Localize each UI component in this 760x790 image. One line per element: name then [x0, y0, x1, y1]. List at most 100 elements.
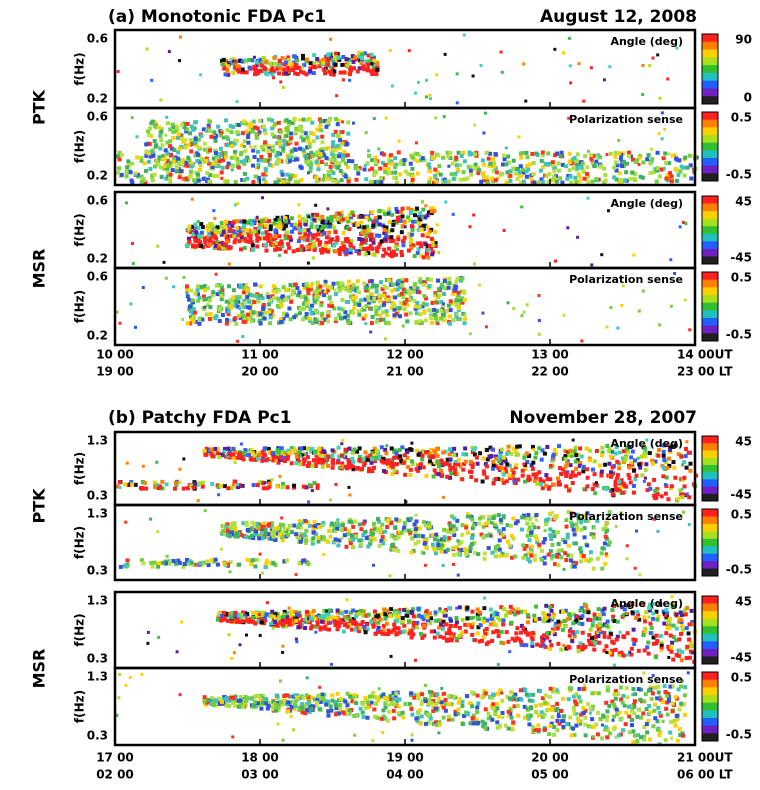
spectrogram-pixel — [576, 152, 580, 156]
spectrogram-pixel — [283, 143, 287, 147]
spectrogram-pixel — [522, 62, 525, 65]
spectrogram-pixel — [684, 298, 687, 301]
spectrogram-pixel — [503, 229, 506, 232]
spectrogram-pixel — [476, 462, 480, 466]
spectrogram-pixel — [334, 52, 338, 56]
spectrogram-pixel — [231, 295, 235, 299]
spectrogram-pixel — [331, 453, 335, 457]
spectrogram-pixel — [142, 465, 145, 468]
station-label: MSR — [30, 249, 49, 289]
spectrogram-pixel — [156, 565, 160, 569]
spectrogram-pixel — [301, 559, 305, 563]
spectrogram-pixel — [223, 225, 227, 229]
spectrogram-pixel — [393, 295, 397, 299]
spectrogram-pixel — [224, 220, 228, 224]
spectrogram-pixel — [382, 461, 386, 465]
spectrogram-pixel — [203, 297, 207, 301]
spectrogram-pixel — [474, 478, 478, 482]
spectrogram-pixel — [398, 314, 402, 318]
spectrogram-pixel — [421, 534, 425, 538]
spectrogram-pixel — [263, 158, 267, 162]
spectrogram-pixel — [414, 519, 418, 523]
spectrogram-pixel — [289, 317, 293, 321]
spectrogram-pixel — [249, 458, 253, 462]
spectrogram-pixel — [305, 135, 309, 139]
spectrogram-pixel — [603, 78, 606, 81]
spectrogram-pixel — [341, 120, 344, 123]
spectrogram-pixel — [430, 151, 434, 155]
spectrogram-pixel — [547, 553, 551, 557]
spectrogram-pixel — [392, 304, 396, 308]
spectrogram-pixel — [358, 522, 362, 526]
spectrogram-pixel — [652, 494, 656, 498]
spectrogram-pixel — [307, 171, 310, 174]
spectrogram-pixel — [337, 133, 341, 137]
spectrogram-pixel — [574, 446, 578, 450]
spectrogram-pixel — [600, 567, 604, 571]
spectrogram-pixel — [378, 166, 382, 170]
spectrogram-pixel — [425, 95, 428, 98]
spectrogram-pixel — [298, 147, 302, 151]
spectrogram-pixel — [346, 120, 350, 124]
spectrogram-pixel — [457, 151, 461, 155]
spectrogram-pixel — [616, 473, 620, 477]
spectrogram-pixel — [187, 298, 191, 302]
spectrogram-pixel — [345, 237, 349, 241]
spectrogram-pixel — [348, 538, 352, 542]
x-tick-label-ut: 13 00 — [531, 348, 569, 362]
spectrogram-pixel — [585, 165, 589, 169]
spectrogram-pixel — [337, 56, 341, 60]
spectrogram-pixel — [301, 217, 305, 221]
spectrogram-pixel — [264, 311, 268, 315]
spectrogram-pixel — [516, 519, 520, 523]
spectrogram-pixel — [673, 476, 677, 480]
spectrogram-pixel — [304, 222, 308, 226]
spectrogram-pixel — [331, 158, 335, 162]
spectrogram-pixel — [341, 55, 345, 59]
spectrogram-pixel — [292, 118, 296, 122]
spectrogram-pixel — [262, 521, 266, 525]
spectrogram-pixel — [448, 322, 452, 326]
spectrogram-pixel — [428, 459, 432, 463]
spectrogram-pixel — [563, 457, 567, 461]
spectrogram-pixel — [348, 520, 352, 524]
spectrogram-pixel — [477, 168, 481, 172]
spectrogram-pixel — [242, 231, 246, 235]
spectrogram-pixel — [555, 179, 559, 183]
spectrogram-pixel — [442, 318, 446, 322]
y-axis-label: f(Hz) — [73, 290, 87, 323]
spectrogram-pixel — [589, 557, 593, 561]
spectrogram-pixel — [525, 451, 529, 455]
spectrogram-pixel — [288, 283, 292, 287]
spectrogram-pixel — [485, 464, 489, 468]
spectrogram-pixel — [346, 300, 350, 304]
spectrogram-pixel — [277, 450, 281, 454]
spectrogram-pixel — [302, 457, 306, 461]
spectrogram-pixel — [148, 167, 152, 171]
spectrogram-pixel — [551, 511, 554, 514]
spectrogram-pixel — [131, 116, 134, 119]
spectrogram-pixel — [484, 522, 488, 526]
spectrogram-pixel — [306, 455, 310, 459]
colorbar-cell — [702, 569, 718, 577]
spectrogram-pixel — [289, 154, 292, 157]
spectrogram-pixel — [519, 174, 523, 178]
spectrogram-pixel — [522, 463, 525, 466]
spectrogram-pixel — [370, 53, 374, 57]
colorbar-cell — [702, 241, 718, 249]
spectrogram-pixel — [483, 551, 487, 555]
spectrogram-pixel — [329, 165, 333, 169]
spectrogram-pixel — [245, 295, 249, 299]
spectrogram-pixel — [440, 474, 444, 478]
spectrogram-pixel — [339, 71, 343, 75]
spectrogram-pixel — [394, 517, 398, 521]
spectrogram-pixel — [320, 227, 323, 230]
colorbar-cell — [702, 204, 718, 212]
spectrogram-pixel — [541, 180, 545, 184]
spectrogram-pixel — [272, 534, 276, 538]
spectrogram-pixel — [315, 225, 319, 229]
spectrogram-pixel — [632, 484, 636, 488]
spectrogram-pixel — [590, 159, 593, 162]
station-label: MSR — [30, 649, 49, 689]
spectrogram-pixel — [334, 538, 338, 542]
